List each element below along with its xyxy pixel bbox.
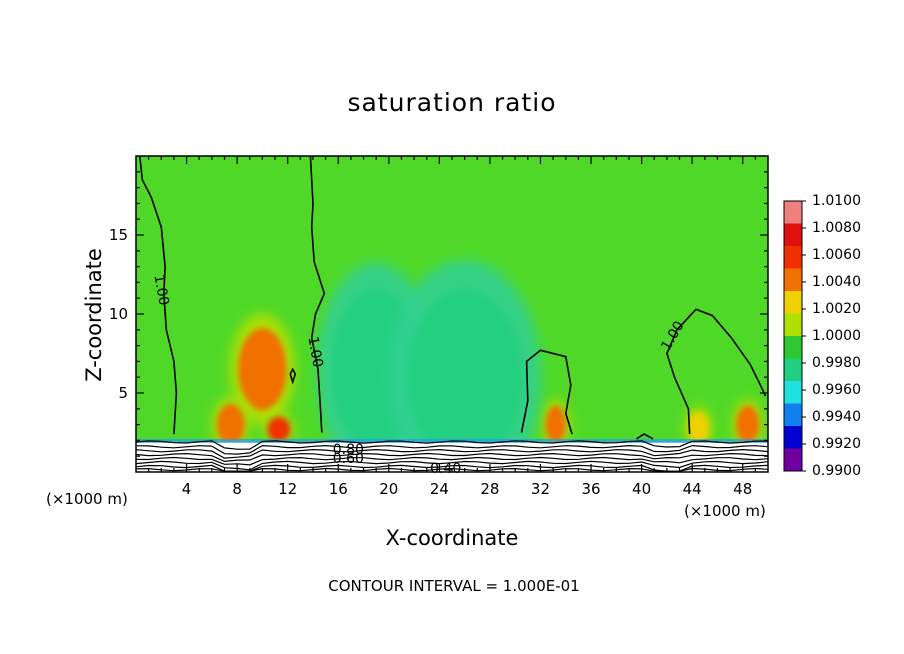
chart-title: saturation ratio — [347, 88, 557, 117]
x-tick-label: 44 — [682, 480, 702, 498]
field-feature-0 — [238, 328, 287, 411]
colorbar-swatch — [784, 291, 802, 314]
x-tick-label: 40 — [632, 480, 652, 498]
x-tick-label: 4 — [181, 480, 192, 498]
colorbar-label: 1.0060 — [812, 247, 861, 263]
colorbar-label: 0.9980 — [812, 355, 861, 371]
contour-surface-4 — [136, 456, 768, 466]
field-feature-1 — [216, 404, 245, 446]
colorbar-label: 1.0100 — [812, 193, 861, 209]
field-feature-4 — [736, 405, 760, 444]
field-feature-5 — [688, 411, 709, 444]
x-tick-label: 28 — [480, 480, 500, 498]
colorbar-label: 0.9920 — [812, 436, 861, 452]
x-unit-left: (×1000 m) — [46, 490, 128, 508]
field-feature-8 — [407, 290, 522, 465]
colorbar-label: 1.0000 — [812, 328, 861, 344]
y-tick-label: 15 — [108, 226, 128, 244]
colorbar-label: 1.0020 — [812, 301, 861, 317]
colorbar-label: 1.0040 — [812, 274, 861, 290]
colorbar-label: 0.9960 — [812, 382, 861, 398]
contour-1-00-2 — [520, 349, 573, 435]
x-tick-label: 12 — [278, 480, 298, 498]
x-axis-label-text: X-coordinate — [385, 526, 519, 550]
colorbar-swatch — [784, 246, 802, 269]
contour-surface-0 — [136, 440, 768, 450]
colorbar-swatch — [784, 358, 802, 382]
x-tick-label: 20 — [379, 480, 399, 498]
x-tick-label: 48 — [733, 480, 753, 498]
contour-surface-2 — [136, 448, 768, 459]
field-feature-2 — [267, 416, 291, 442]
field-feature-3 — [545, 405, 566, 444]
colorbar-swatch — [784, 403, 802, 427]
contour-1-00-0 — [139, 156, 178, 435]
x-axis-label: X-coordinate — [0, 526, 904, 550]
field-features — [136, 259, 768, 472]
colorbar-label: 0.9940 — [812, 409, 861, 425]
axis-ticks — [136, 156, 768, 472]
plot-area — [135, 155, 769, 473]
y-tick-label: 5 — [118, 384, 128, 402]
colorbar-swatch — [784, 201, 802, 224]
contour-label: 0.60 — [332, 451, 364, 468]
x-tick-label: 32 — [530, 480, 551, 498]
x-tick-label: 36 — [581, 480, 601, 498]
contour-surface-5 — [136, 460, 768, 471]
colorbar-label: 1.0080 — [812, 220, 861, 236]
contour-interval-text: CONTOUR INTERVAL = 1.000E-01 — [328, 577, 580, 595]
x-tick-label: 16 — [328, 480, 348, 498]
colorbar-swatch — [784, 268, 802, 292]
colorbar-swatch — [784, 448, 802, 472]
contour-1-00-3 — [636, 433, 654, 440]
x-tick-label: 8 — [232, 480, 242, 498]
contour-surface-3 — [136, 452, 768, 463]
contour-lines — [136, 156, 768, 472]
colorbar — [783, 200, 806, 472]
x-unit-right: (×1000 m) — [684, 502, 766, 520]
contour-1-00-4 — [666, 308, 767, 435]
contour-interval-footer: CONTOUR INTERVAL = 1.000E-01 — [0, 577, 904, 595]
contour-surface-1 — [136, 444, 768, 455]
contour-label: 0.40 — [430, 460, 462, 477]
y-tick-label: 10 — [108, 305, 128, 323]
contour-label: 0.80 — [332, 441, 364, 458]
x-tick-label: 24 — [429, 480, 449, 498]
colorbar-swatch — [784, 223, 802, 247]
colorbar-swatch — [784, 313, 802, 337]
contour-1-00-1 — [309, 156, 326, 433]
colorbar-swatch — [784, 336, 802, 359]
contour-1-00-5 — [289, 367, 297, 385]
colorbar-swatch — [784, 426, 802, 449]
colorbar-label: 0.9900 — [812, 463, 861, 479]
colorbar-swatch — [784, 381, 802, 404]
